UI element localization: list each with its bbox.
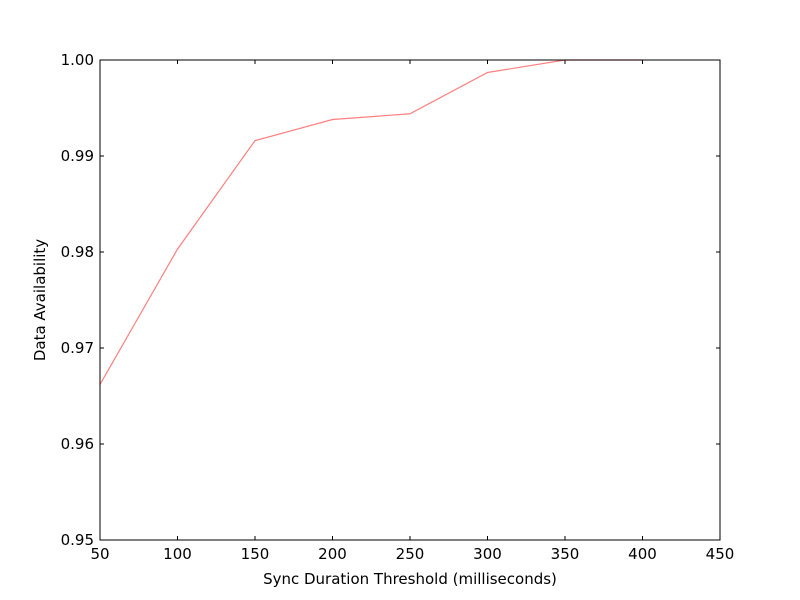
y-tick-label: 0.96	[61, 435, 94, 453]
x-tick-label: 150	[241, 545, 270, 563]
x-tick-label: 300	[473, 545, 502, 563]
plot-frame	[99, 59, 721, 541]
ticks-layer: 50 100 150 200 250 300 350 400 450 0.95 0.96 0.97 0.…	[61, 51, 735, 563]
x-tick-label: 100	[163, 545, 192, 563]
y-tick-label: 0.95	[61, 531, 94, 549]
x-tick-label: 200	[318, 545, 347, 563]
series-line	[99, 59, 643, 385]
x-tick-label: 450	[706, 545, 735, 563]
series-layer	[99, 59, 643, 385]
x-tick-label: 400	[628, 545, 657, 563]
x-axis-label: Sync Duration Threshold (milliseconds)	[263, 570, 557, 588]
y-axis-label: Data Availability	[31, 239, 49, 361]
y-tick-label: 0.98	[61, 243, 94, 261]
y-tick-label: 1.00	[61, 51, 94, 69]
x-tick-label: 50	[90, 545, 109, 563]
x-tick-label: 250	[396, 545, 425, 563]
y-tick-label: 0.97	[61, 339, 94, 357]
x-tick-label: 350	[551, 545, 580, 563]
y-tick-label: 0.99	[61, 147, 94, 165]
